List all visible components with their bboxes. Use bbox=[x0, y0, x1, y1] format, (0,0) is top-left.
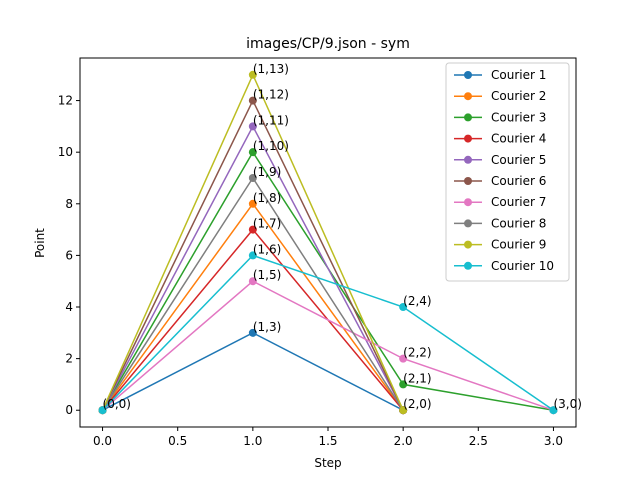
y-tick-label: 0 bbox=[65, 403, 73, 417]
x-tick-label: 1.5 bbox=[318, 434, 337, 448]
data-point bbox=[248, 328, 257, 337]
legend-marker bbox=[464, 155, 472, 164]
point-label: (1,8) bbox=[253, 191, 281, 205]
data-point bbox=[248, 173, 257, 182]
data-point bbox=[248, 148, 257, 157]
legend-label: Courier 7 bbox=[491, 195, 546, 209]
axis-ticks: 0.0 0.5 1.0 1.5 2.0 2.5 3.0 0 2 4 6 8 10 12 bbox=[58, 94, 563, 448]
data-point bbox=[399, 303, 408, 312]
y-tick-label: 10 bbox=[58, 145, 73, 159]
legend-marker bbox=[464, 92, 472, 101]
point-label: (1,12) bbox=[253, 88, 289, 102]
y-tick-label: 8 bbox=[65, 197, 73, 211]
legend-label: Courier 9 bbox=[491, 238, 546, 252]
legend-marker bbox=[464, 219, 472, 228]
point-label: (1,6) bbox=[253, 242, 281, 256]
legend: Courier 1 Courier 2 Courier 3 Courier 4 Cour… bbox=[445, 62, 570, 282]
point-label: (2,2) bbox=[403, 346, 431, 360]
y-tick-label: 2 bbox=[65, 352, 73, 366]
legend-label: Courier 4 bbox=[491, 132, 546, 146]
point-label: (2,4) bbox=[403, 294, 431, 308]
legend-marker bbox=[464, 177, 472, 185]
legend-label: Courier 5 bbox=[491, 153, 546, 167]
point-labels: (0,0) (1,3) (1,5) (1,6) (1,7) (1,8) (1,9) (1,10… bbox=[103, 62, 582, 411]
data-point bbox=[248, 277, 257, 286]
x-axis-label: Step bbox=[314, 456, 341, 470]
data-point bbox=[248, 251, 257, 260]
plot-frame bbox=[79, 57, 577, 428]
point-label: (1,3) bbox=[253, 320, 281, 334]
data-point bbox=[248, 70, 257, 79]
x-tick-label: 1.0 bbox=[243, 434, 262, 448]
data-point bbox=[399, 380, 408, 389]
point-label: (1,13) bbox=[253, 62, 289, 76]
point-label: (1,7) bbox=[253, 217, 281, 231]
x-tick-label: 2.0 bbox=[394, 434, 413, 448]
y-axis-label: Point bbox=[33, 228, 47, 258]
legend-marker bbox=[464, 71, 472, 79]
point-label: (2,0) bbox=[403, 397, 431, 411]
y-tick-label: 6 bbox=[65, 248, 73, 262]
point-label: (1,10) bbox=[253, 139, 289, 153]
legend-marker bbox=[464, 134, 472, 143]
data-point bbox=[549, 406, 558, 415]
series-lines bbox=[98, 70, 558, 415]
data-point bbox=[248, 225, 257, 234]
legend-marker bbox=[464, 261, 472, 270]
legend-label: Courier 2 bbox=[491, 89, 546, 103]
x-tick-label: 0.5 bbox=[168, 434, 187, 448]
y-tick-label: 12 bbox=[58, 94, 73, 108]
data-point bbox=[399, 406, 408, 415]
series-line bbox=[102, 254, 554, 411]
point-label: (3,0) bbox=[553, 397, 581, 411]
legend-marker bbox=[464, 240, 472, 249]
data-point bbox=[248, 122, 257, 131]
legend-label: Courier 3 bbox=[491, 110, 546, 124]
series-line bbox=[102, 280, 554, 411]
data-point bbox=[98, 406, 107, 415]
x-tick-label: 2.5 bbox=[469, 434, 488, 448]
point-label: (2,1) bbox=[403, 371, 431, 385]
legend-label: Courier 6 bbox=[491, 174, 546, 188]
legend-marker bbox=[464, 198, 472, 207]
chart-title: images/CP/9.json - sym bbox=[246, 36, 410, 52]
x-tick-label: 0.0 bbox=[93, 434, 112, 448]
series-10 bbox=[98, 251, 558, 415]
point-label: (0,0) bbox=[103, 397, 131, 411]
point-label: (1,11) bbox=[253, 113, 289, 127]
legend-marker bbox=[464, 113, 472, 122]
data-point bbox=[248, 199, 257, 208]
point-label: (1,9) bbox=[253, 165, 281, 179]
data-point bbox=[248, 96, 257, 105]
x-tick-label: 3.0 bbox=[544, 434, 563, 448]
legend-label: Courier 1 bbox=[491, 68, 546, 82]
data-point bbox=[399, 354, 408, 363]
point-label: (1,5) bbox=[253, 268, 281, 282]
legend-label: Courier 10 bbox=[491, 259, 554, 273]
y-tick-label: 4 bbox=[65, 300, 73, 314]
legend-label: Courier 8 bbox=[491, 216, 546, 230]
